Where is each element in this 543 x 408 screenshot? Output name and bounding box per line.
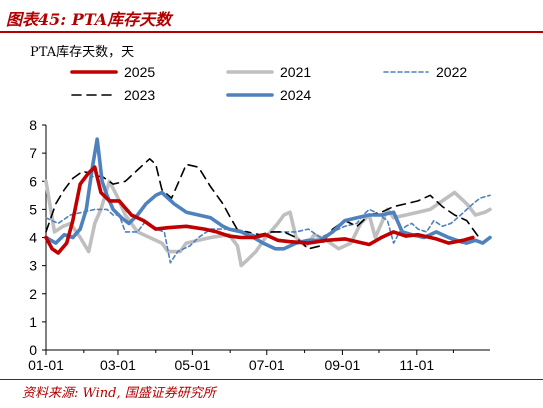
x-tick-label: 11-01 [399, 357, 434, 373]
series-lines [44, 137, 492, 268]
axes: 0 1 2 3 4 5 6 7 8 01-01 03-01 05-01 07-01 09-01 11-01 [28, 117, 490, 373]
y-tick-label: 8 [29, 117, 37, 133]
x-tick-label: 09-01 [325, 357, 361, 373]
x-tick-label: 01-01 [28, 357, 64, 373]
x-tick-label: 05-01 [174, 357, 210, 373]
series-line-2021 [44, 179, 492, 268]
y-tick-label: 5 [29, 201, 37, 217]
y-unit-label: PTA库存天数，天 [30, 45, 135, 60]
legend-label-2022: 2022 [436, 64, 467, 80]
y-tick-label: 1 [29, 314, 37, 330]
legend-label-2021: 2021 [280, 64, 311, 80]
legend: 2025 2021 2022 2023 2024 [70, 64, 467, 103]
y-tick-label: 2 [29, 286, 37, 302]
source-rule [0, 379, 543, 380]
title-rule [0, 31, 543, 33]
series-line-2025 [44, 165, 475, 255]
y-tick-label: 4 [29, 230, 37, 246]
series-line-2022 [45, 194, 491, 264]
figure-title: 图表45: PTA库存天数 [6, 10, 172, 29]
y-tick-label: 3 [29, 258, 37, 274]
legend-label-2025: 2025 [124, 64, 155, 80]
y-tick-label: 7 [29, 145, 37, 161]
legend-label-2023: 2023 [124, 87, 155, 103]
y-tick-label: 0 [29, 342, 37, 358]
x-tick-label: 03-01 [100, 357, 136, 373]
legend-label-2024: 2024 [280, 87, 311, 103]
y-tick-label: 6 [29, 173, 37, 189]
source-note: 资料来源: Wind, 国盛证券研究所 [22, 386, 216, 401]
x-tick-label: 07-01 [249, 357, 285, 373]
